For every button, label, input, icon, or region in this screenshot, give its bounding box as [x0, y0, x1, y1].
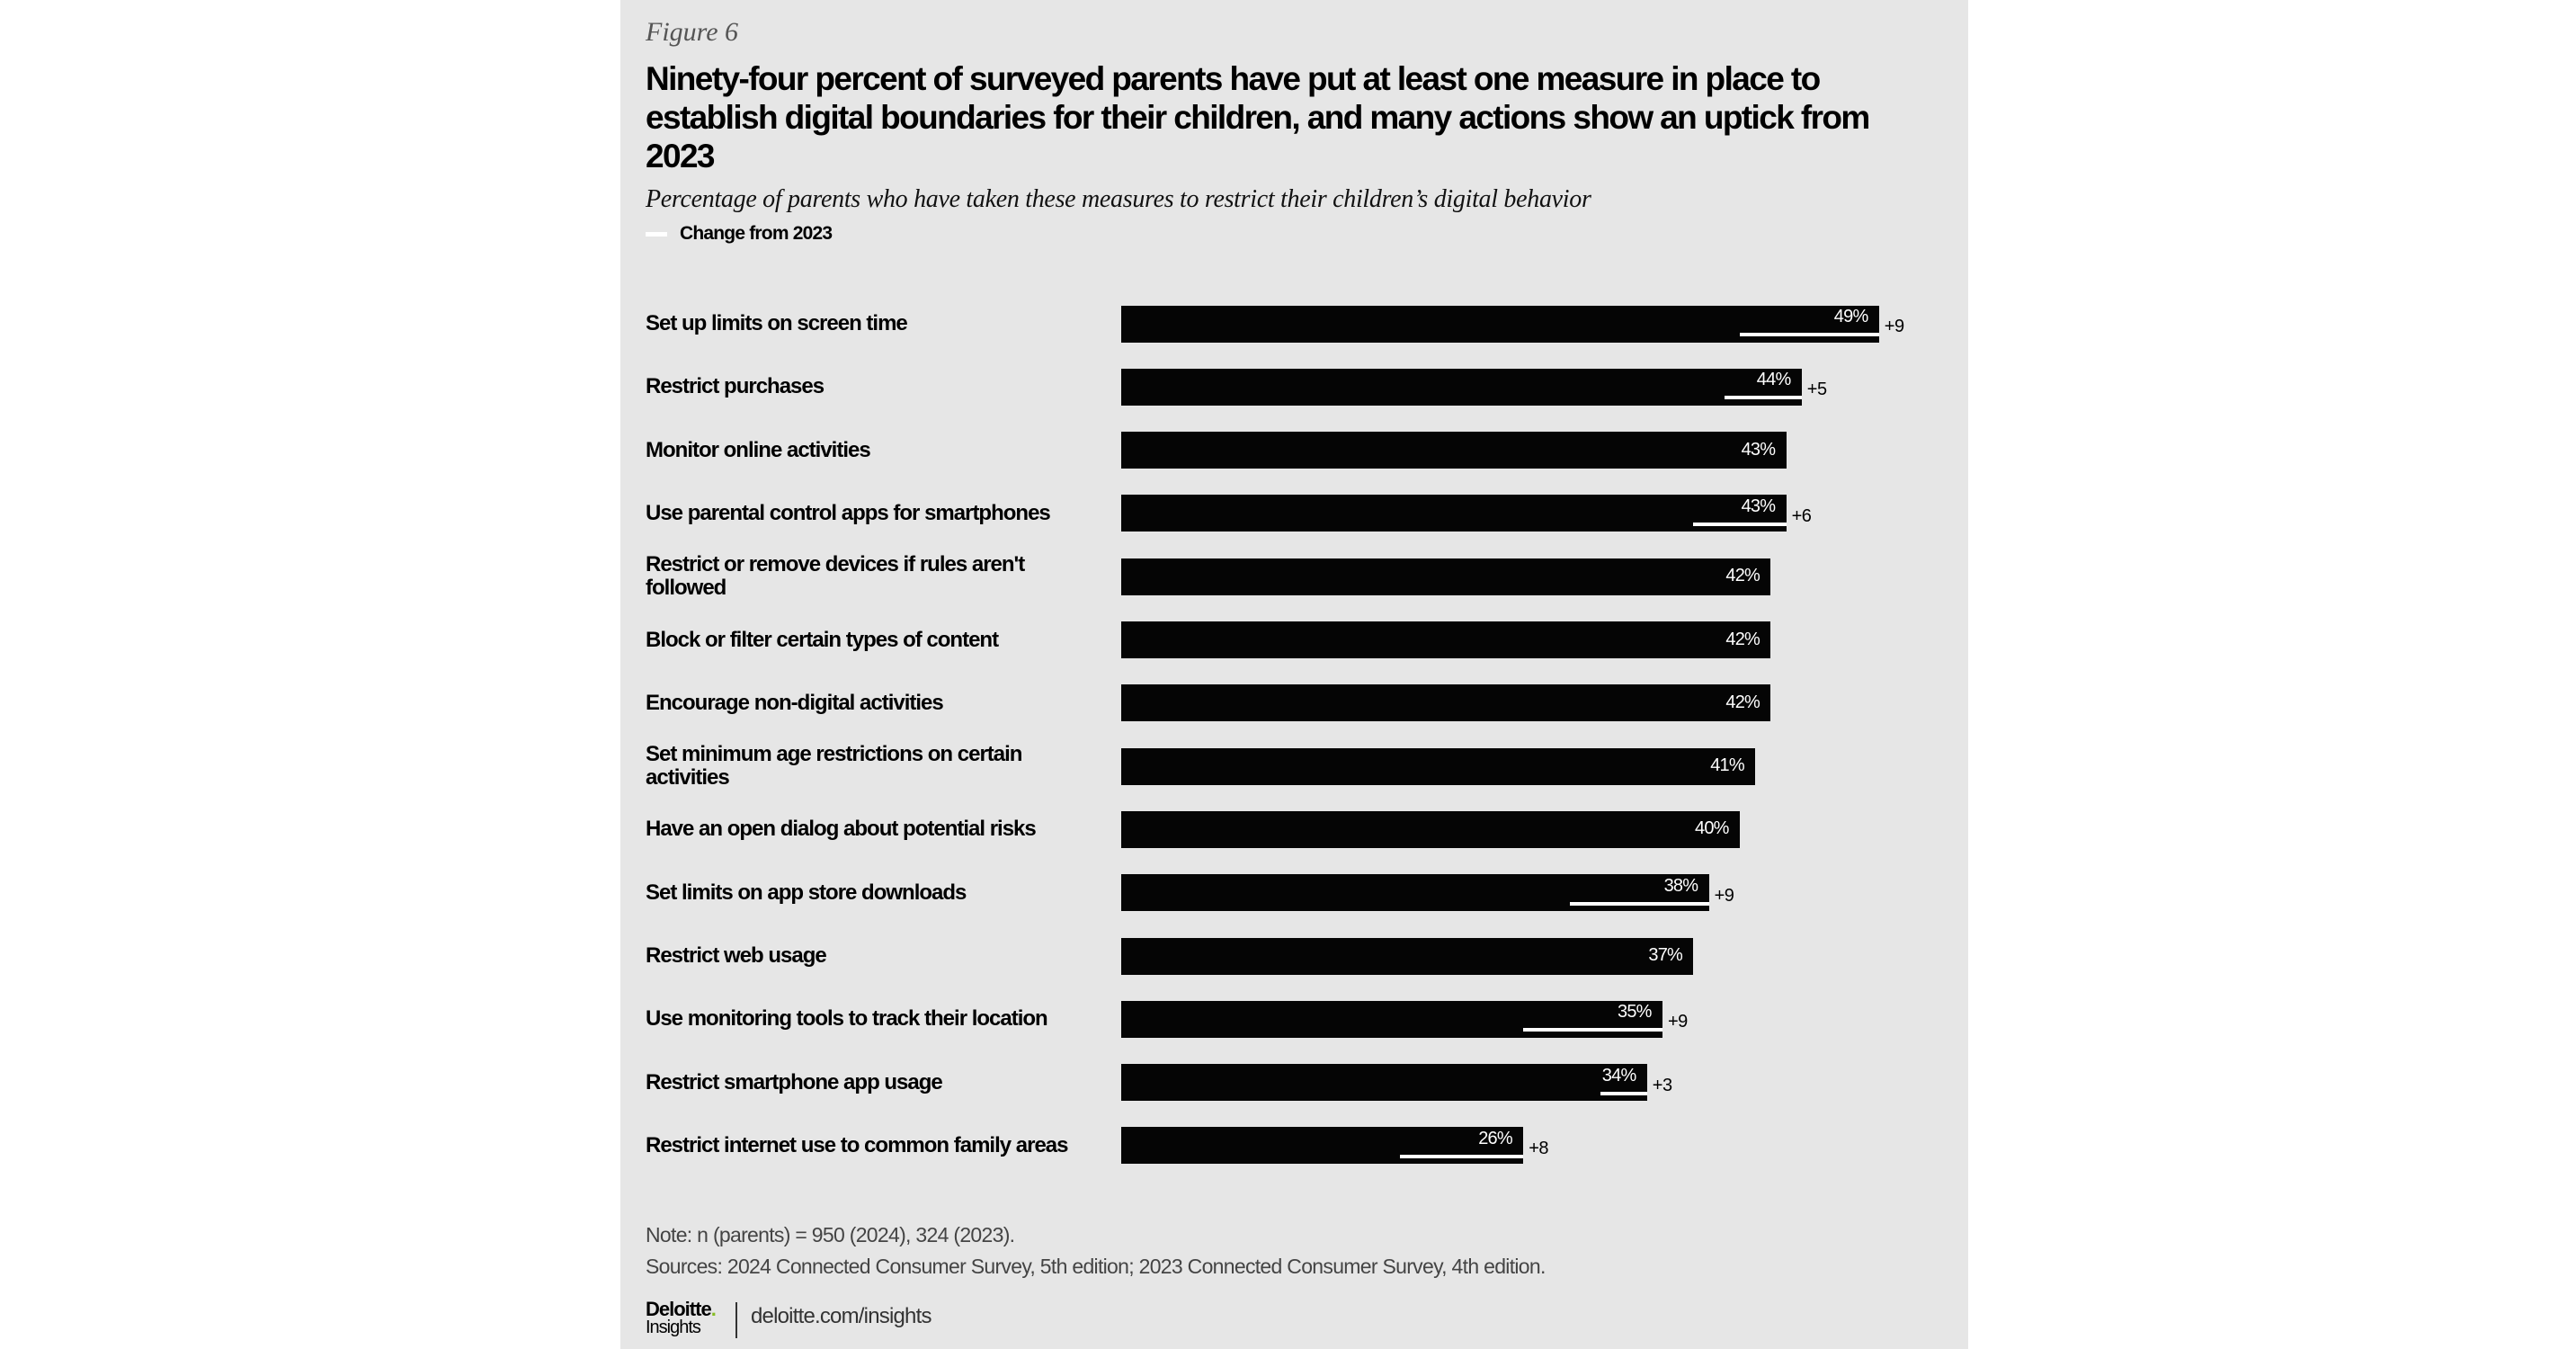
site-link[interactable]: deloitte.com/insights — [751, 1304, 931, 1328]
value-label: 35% — [1618, 1002, 1652, 1023]
category-label: Use parental control apps for smartphone… — [646, 500, 1051, 525]
change-line — [1569, 901, 1709, 906]
value-label: 38% — [1663, 875, 1698, 896]
deloitte-insights-logo: Deloitte. Insights — [646, 1298, 717, 1337]
change-label: +3 — [1652, 1075, 1672, 1095]
sources-text: Sources: 2024 Connected Consumer Survey,… — [646, 1255, 1546, 1278]
logo-sub: Insights — [646, 1318, 701, 1337]
value-label: 37% — [1648, 945, 1683, 965]
bar — [1121, 937, 1694, 975]
change-line — [1724, 396, 1802, 400]
bar-chart: Set up limits on screen time 49% +9 Restric… — [620, 0, 1968, 1187]
legend-swatch-change — [646, 231, 667, 237]
value-label: 42% — [1725, 566, 1760, 586]
value-label: 40% — [1695, 818, 1729, 839]
bar — [1121, 558, 1771, 595]
value-label: 49% — [1833, 307, 1868, 326]
bar — [1121, 747, 1756, 785]
category-label: Have an open dialog about potential risk… — [646, 817, 1037, 842]
chart-subtitle: Percentage of parents who have taken the… — [646, 185, 1591, 213]
bar — [1121, 874, 1709, 912]
category-label: Restrict web usage — [646, 943, 827, 968]
bar — [1121, 1064, 1647, 1102]
figure-header: Figure 6 Ninety-four percent of surveyed… — [646, 16, 1940, 246]
value-label: 41% — [1710, 755, 1744, 776]
value-label: 44% — [1756, 370, 1791, 390]
change-label: +6 — [1791, 505, 1812, 526]
figure-label: Figure 6 — [646, 17, 739, 47]
change-line — [1399, 1154, 1524, 1158]
category-label: Set minimum age restrictions on certain … — [646, 742, 1022, 791]
category-label: Restrict or remove devices if rules aren… — [646, 552, 1025, 601]
value-label: 42% — [1725, 692, 1760, 712]
value-label: 43% — [1741, 496, 1776, 516]
change-label: +5 — [1806, 380, 1827, 400]
category-label: Restrict purchases — [646, 374, 824, 399]
value-label: 43% — [1741, 439, 1776, 460]
category-label: Restrict smartphone app usage — [646, 1069, 943, 1094]
chart-title: Ninety-four percent of surveyed parents … — [646, 60, 1870, 174]
change-line — [1740, 333, 1879, 336]
category-label: Set limits on app store downloads — [646, 880, 967, 905]
value-label: 42% — [1725, 629, 1760, 649]
bar — [1121, 621, 1771, 658]
change-line — [1600, 1091, 1647, 1095]
bar — [1121, 305, 1879, 343]
change-label: +9 — [1714, 885, 1734, 906]
bar — [1121, 495, 1787, 532]
category-label: Monitor online activities — [646, 437, 871, 462]
bar — [1121, 684, 1771, 722]
category-label: Block or filter certain types of content — [646, 627, 999, 652]
change-line — [1523, 1028, 1662, 1032]
logo-brand: Deloitte. — [646, 1298, 717, 1320]
note-text: Note: n (parents) = 950 (2024), 324 (202… — [646, 1223, 1015, 1246]
category-label: Set up limits on screen time — [646, 311, 908, 335]
category-label: Restrict internet use to common family a… — [646, 1132, 1069, 1157]
bar — [1121, 368, 1802, 406]
change-label: +8 — [1529, 1138, 1548, 1158]
bar — [1121, 810, 1740, 848]
bar — [1121, 432, 1787, 469]
footnotes: Note: n (parents) = 950 (2024), 324 (202… — [646, 1219, 1546, 1282]
category-label: Encourage non-digital activities — [646, 690, 944, 715]
logo-divider — [735, 1302, 737, 1338]
change-label: +9 — [1668, 1012, 1688, 1032]
change-line — [1693, 522, 1787, 526]
bar — [1121, 1000, 1662, 1038]
legend: Change from 2023 — [646, 222, 1940, 246]
value-label: 26% — [1478, 1128, 1512, 1148]
bar — [1121, 1127, 1524, 1165]
figure-panel: Set up limits on screen time 49% +9 Restric… — [620, 0, 1968, 1349]
legend-label-change: Change from 2023 — [680, 223, 833, 244]
value-label: 34% — [1601, 1065, 1636, 1085]
category-label: Use monitoring tools to track their loca… — [646, 1006, 1048, 1032]
change-label: +9 — [1884, 317, 1904, 336]
